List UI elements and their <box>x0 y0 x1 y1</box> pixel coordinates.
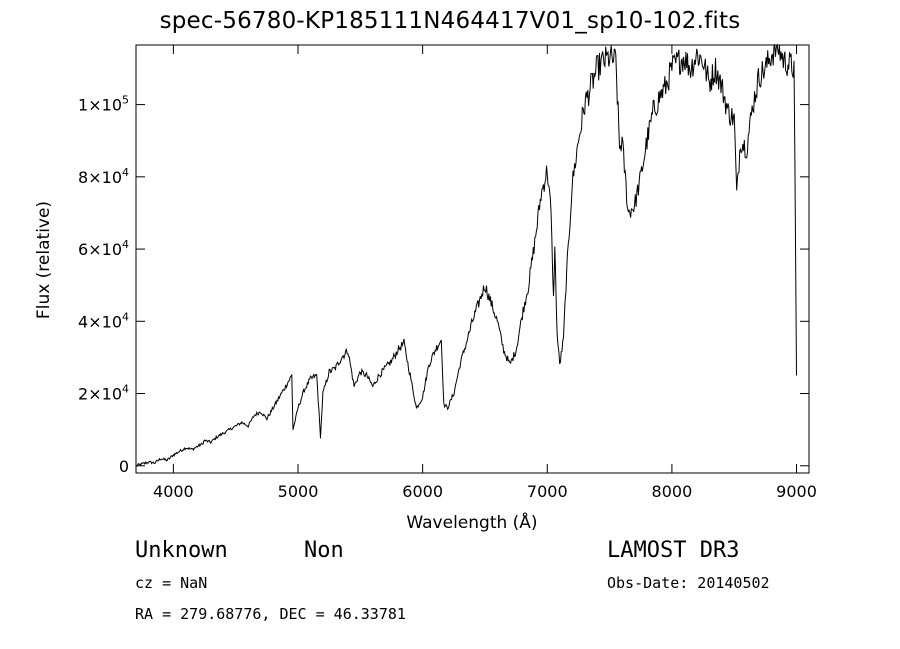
x-tick-label: 8000 <box>652 482 693 501</box>
y-tick-label: 8×104 <box>78 166 129 187</box>
redshift-cz: cz = NaN <box>135 574 208 592</box>
x-axis-label: Wavelength (Å) <box>406 511 537 533</box>
x-tick-label: 9000 <box>776 482 817 501</box>
x-tick-label: 6000 <box>402 482 443 501</box>
y-axis-label: Flux (relative) <box>34 201 54 319</box>
spectrum-line <box>135 43 797 467</box>
y-tick-label: 1×105 <box>78 94 129 115</box>
x-tick-label: 4000 <box>153 482 194 501</box>
object-class: Unknown <box>135 538 228 563</box>
survey-name: LAMOST DR3 <box>607 538 740 563</box>
x-axis: 4000 5000 6000 7000 8000 9000 <box>153 45 817 501</box>
y-tick-label: 2×104 <box>78 383 129 404</box>
plot-frame <box>135 44 810 474</box>
x-tick-label: 7000 <box>527 482 568 501</box>
y-axis: 0 2×104 4×104 6×104 8×104 1×105 <box>78 94 809 476</box>
x-tick-label: 5000 <box>278 482 319 501</box>
y-tick-label: 0 <box>119 457 129 476</box>
y-tick-label: 6×104 <box>78 238 129 259</box>
chart-title: spec-56780-KP185111N464417V01_sp10-102.f… <box>159 8 741 34</box>
object-subclass: Non <box>304 538 344 563</box>
y-tick-label: 4×104 <box>78 310 129 331</box>
ra-dec-coords: RA = 279.68776, DEC = 46.33781 <box>135 605 406 623</box>
obs-date: Obs-Date: 20140502 <box>607 574 770 592</box>
